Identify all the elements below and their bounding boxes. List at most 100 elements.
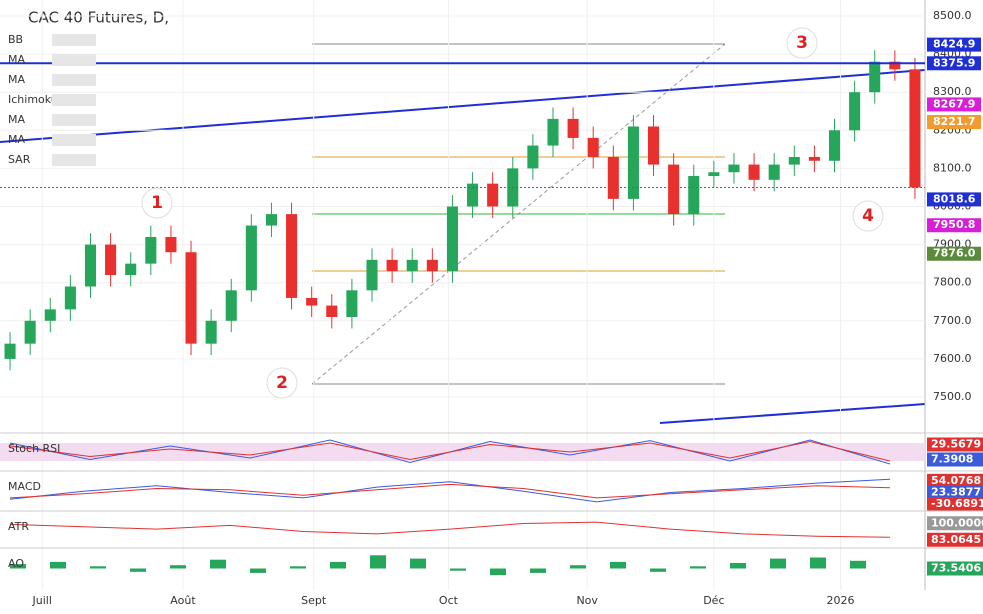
y-tick-label: 7700.0 <box>933 314 972 327</box>
candle-body <box>889 61 901 70</box>
panel-tag-label: 7.3908 <box>931 453 973 466</box>
indicator-label: MA <box>8 133 25 146</box>
ao-bar <box>210 559 226 569</box>
panel-tag <box>927 485 983 500</box>
ao-bar <box>770 558 786 569</box>
panel-tag-label: -30.6891 <box>931 497 983 510</box>
indicator-label: BB <box>8 33 23 46</box>
candle-body <box>547 118 559 146</box>
indicator-button[interactable] <box>52 134 96 146</box>
candle-body <box>587 137 599 157</box>
candle-body <box>145 236 157 264</box>
indicator-button[interactable] <box>52 74 96 86</box>
annotation-label: 3 <box>796 33 808 53</box>
candle-body <box>386 259 398 272</box>
panel-tag <box>927 532 983 547</box>
panel-tag <box>927 561 983 576</box>
panel-tag-label: 54.0768 <box>931 474 981 487</box>
candle-body <box>406 259 418 272</box>
candle-body <box>527 145 539 169</box>
ao-bar <box>450 568 466 571</box>
indicator-line <box>9 440 891 462</box>
indicator-button[interactable] <box>52 114 96 126</box>
candle-body <box>265 214 277 226</box>
indicator-label: SAR <box>8 153 31 166</box>
candle-body <box>648 126 660 165</box>
candle-body <box>849 92 861 131</box>
panel-tag-label: 73.5406 <box>931 562 981 575</box>
candle-body <box>225 290 237 321</box>
panel-label: ATR <box>8 520 29 533</box>
panel-tag-label: 100.0000 <box>931 516 983 529</box>
panel-tag-label: 29.5679 <box>931 438 981 451</box>
y-tick-label: 8500.0 <box>933 9 972 22</box>
ao-bar <box>50 561 66 569</box>
candle-body <box>909 69 921 188</box>
candle-body <box>668 164 680 215</box>
panel-tag <box>927 516 983 531</box>
candle-body <box>748 164 760 180</box>
ao-bar <box>530 568 546 573</box>
ao-bar <box>330 561 346 569</box>
candle-body <box>245 225 257 291</box>
ao-bar <box>290 566 306 569</box>
panel-tag <box>927 452 983 467</box>
price-tag <box>927 37 981 52</box>
panel-tag <box>927 473 983 488</box>
indicator-button[interactable] <box>52 54 96 66</box>
price-tag <box>927 246 981 261</box>
x-tick-label: Sept <box>301 594 327 607</box>
price-tag <box>927 56 981 71</box>
candle-body <box>346 290 358 317</box>
price-tag <box>927 115 981 130</box>
price-tag-label: 8424.9 <box>933 38 975 51</box>
panel-tag-label: 23.3877 <box>931 486 981 499</box>
ao-bar <box>570 565 586 569</box>
y-tick-label: 8100.0 <box>933 161 972 174</box>
indicator-button[interactable] <box>52 34 96 46</box>
ao-bar <box>850 560 866 569</box>
y-tick-label: 7800.0 <box>933 276 972 289</box>
ao-bar <box>730 563 746 569</box>
candle-body <box>688 176 700 215</box>
chart-title: CAC 40 Futures, D, <box>28 9 169 27</box>
indicator-label: MA <box>8 113 25 126</box>
price-tag-label: 7876.0 <box>933 247 976 260</box>
candle-body <box>708 172 720 177</box>
ao-bar <box>370 555 386 569</box>
indicator-label: MA <box>8 73 25 86</box>
candle-body <box>4 343 16 359</box>
candle-body <box>768 164 780 180</box>
candle-body <box>64 286 76 310</box>
candle-body <box>24 320 36 344</box>
indicator-label: Ichimoku <box>8 93 58 106</box>
ao-bar <box>810 557 826 569</box>
candle-body <box>366 259 378 291</box>
candle-body <box>607 156 619 199</box>
candle-body <box>165 236 177 253</box>
indicator-button[interactable] <box>52 94 96 106</box>
price-tag-label: 8018.6 <box>933 192 976 205</box>
y-tick-label: 8300.0 <box>933 85 972 98</box>
ao-bar <box>610 561 626 569</box>
candle-body <box>326 305 338 317</box>
candle-body <box>84 244 97 287</box>
y-tick-label: 7600.0 <box>933 352 972 365</box>
x-tick-label: Juill <box>32 594 52 607</box>
y-tick-label: 7500.0 <box>933 390 972 403</box>
panel-tag-label: 83.0645 <box>931 533 981 546</box>
price-tag-label: 7950.8 <box>933 218 975 231</box>
price-tag-label: 8267.9 <box>933 97 975 110</box>
annotation-circle <box>786 27 818 59</box>
annotation-circle <box>141 187 173 219</box>
price-tag <box>927 97 981 112</box>
candle-body <box>808 156 820 161</box>
price-tag <box>927 192 981 207</box>
indicator-button[interactable] <box>52 154 96 166</box>
trend-line <box>659 403 926 424</box>
ao-bar <box>90 566 106 569</box>
ao-bar <box>130 568 146 572</box>
annotation-label: 4 <box>862 206 874 226</box>
